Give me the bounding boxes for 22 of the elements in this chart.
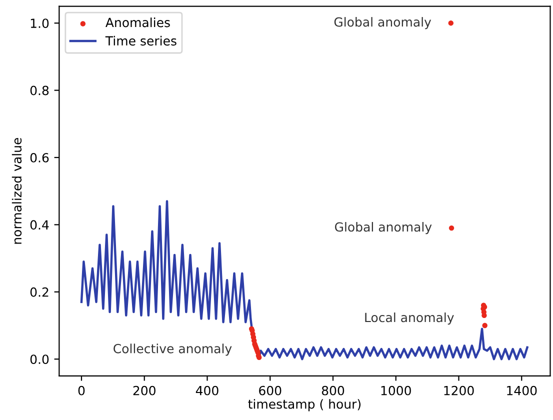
annotation: Local anomaly — [365, 312, 454, 325]
y-tick-label: 0.0 — [30, 354, 49, 364]
annotation: Global anomaly — [334, 17, 432, 30]
y-tick-label: 1.0 — [30, 18, 49, 28]
x-tick-label: 600 — [259, 386, 282, 396]
x-axis-title: timestamp ( hour) — [248, 399, 361, 412]
x-tick-label: 1200 — [444, 386, 474, 396]
x-tick-label: 200 — [133, 386, 156, 396]
x-tick-label: 400 — [196, 386, 218, 396]
legend-label: Anomalies — [106, 18, 170, 28]
annotation: Global anomaly — [334, 222, 432, 234]
x-tick-label: 0 — [78, 386, 85, 396]
x-tick-label: 800 — [322, 386, 344, 396]
y-tick-label: 0.6 — [30, 152, 49, 162]
x-tick-label: 1400 — [507, 386, 537, 396]
annotation: Collective anomaly — [114, 344, 232, 356]
y-tick-label: 0.4 — [30, 220, 49, 230]
x-tick-label: 1000 — [381, 386, 411, 396]
y-tick-label: 0.8 — [30, 86, 49, 96]
legend-label: Time series — [105, 36, 176, 46]
y-axis-title: normalized value — [12, 138, 22, 244]
y-tick-label: 0.2 — [30, 287, 48, 297]
